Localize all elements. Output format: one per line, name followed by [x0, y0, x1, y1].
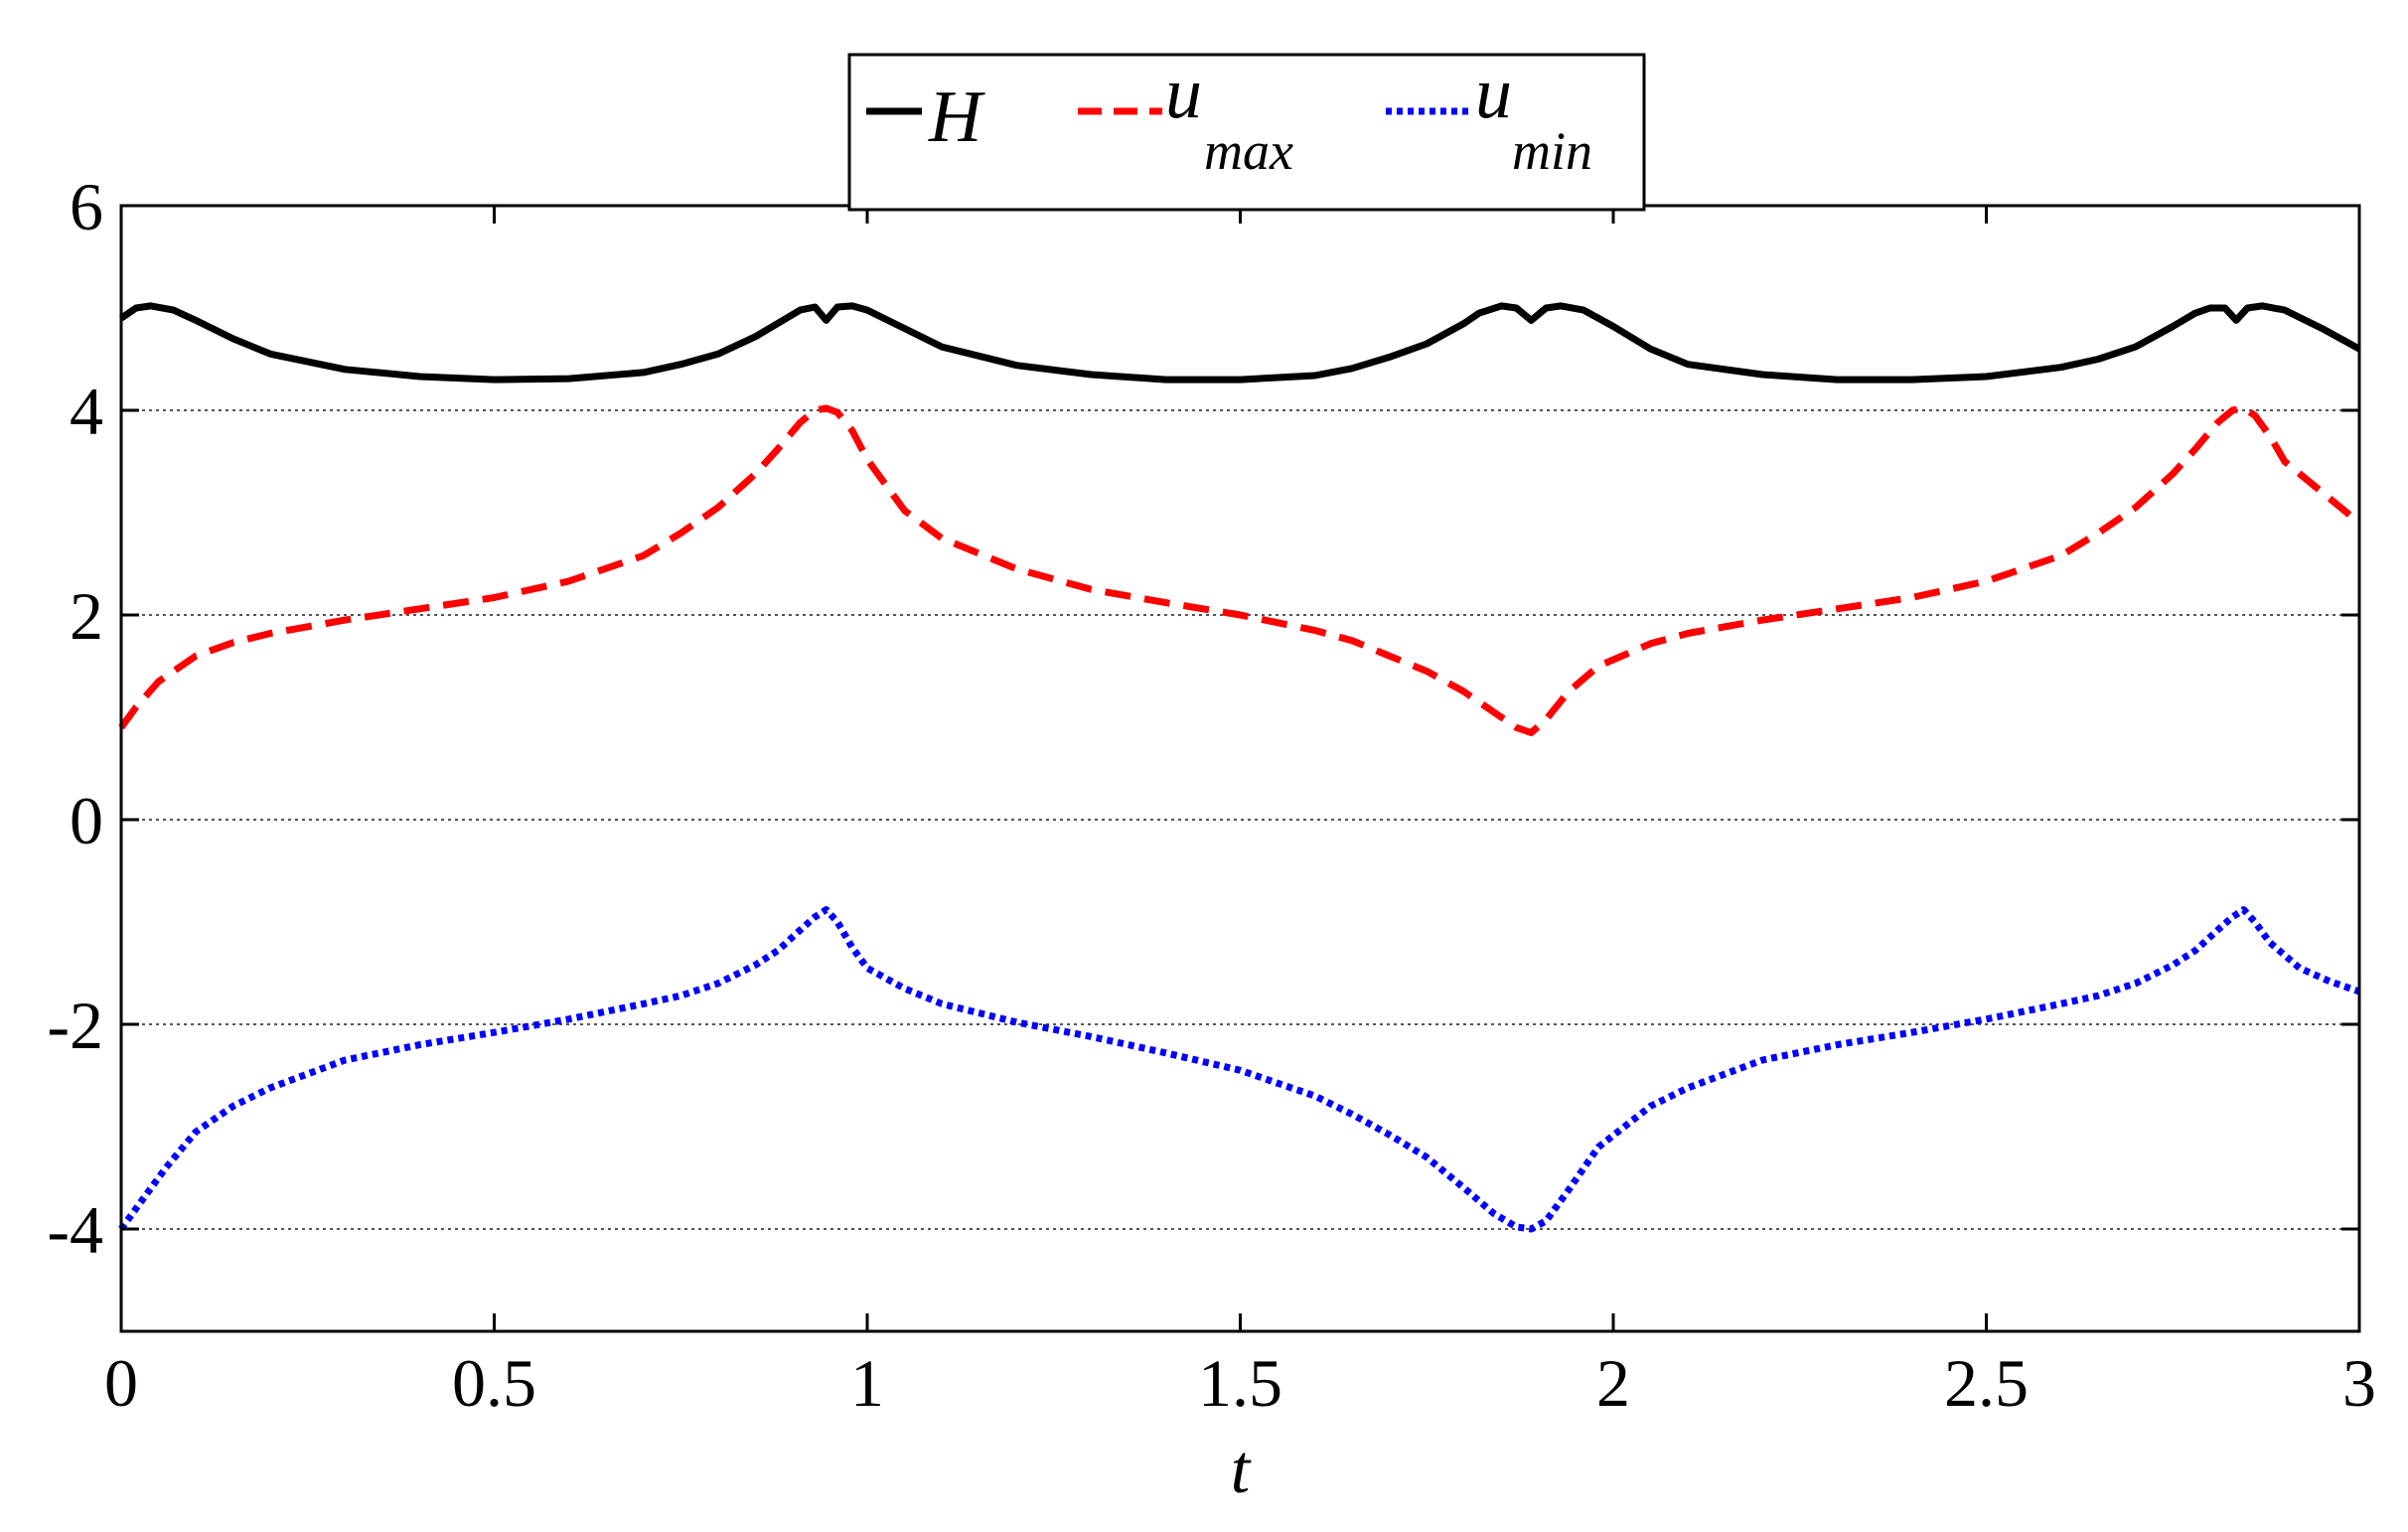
x-tick-label: 2 — [1596, 1345, 1630, 1421]
legend-label-umin: u — [1475, 53, 1512, 134]
x-tick-label: 2.5 — [1944, 1345, 2029, 1421]
y-tick-label: 0 — [70, 783, 103, 858]
series-line-u-max — [118, 404, 2362, 736]
gridlines — [121, 409, 2359, 1230]
x-tick-label: 0 — [104, 1345, 138, 1421]
y-tick-label: 2 — [70, 578, 103, 654]
legend-box — [847, 53, 1646, 212]
legend: H u max u min — [847, 53, 1646, 212]
x-tick-label: 1.5 — [1198, 1345, 1282, 1421]
x-tick-label: 3 — [2342, 1345, 2376, 1421]
legend-sub-umax: max — [1204, 121, 1293, 181]
legend-label-h: H — [928, 77, 985, 158]
legend-label-umax: u — [1165, 53, 1202, 134]
series-line-u-min — [118, 906, 2361, 1233]
legend-sub-umin: min — [1512, 121, 1592, 181]
y-tick-label: -4 — [47, 1192, 103, 1268]
y-tick-label: 6 — [70, 169, 103, 244]
x-axis-label: t — [1231, 1432, 1252, 1508]
y-tick-label: -2 — [47, 988, 103, 1063]
x-tick-label: 0.5 — [452, 1345, 536, 1421]
x-tick-label: 1 — [850, 1345, 884, 1421]
series-group — [118, 302, 2362, 1233]
axis-tick-labels: 0 0.5 1 1.5 2 2.5 3 -4 -2 0 2 4 6 — [47, 169, 2376, 1421]
series-line-h — [119, 302, 2361, 383]
y-tick-label: 4 — [70, 374, 103, 449]
